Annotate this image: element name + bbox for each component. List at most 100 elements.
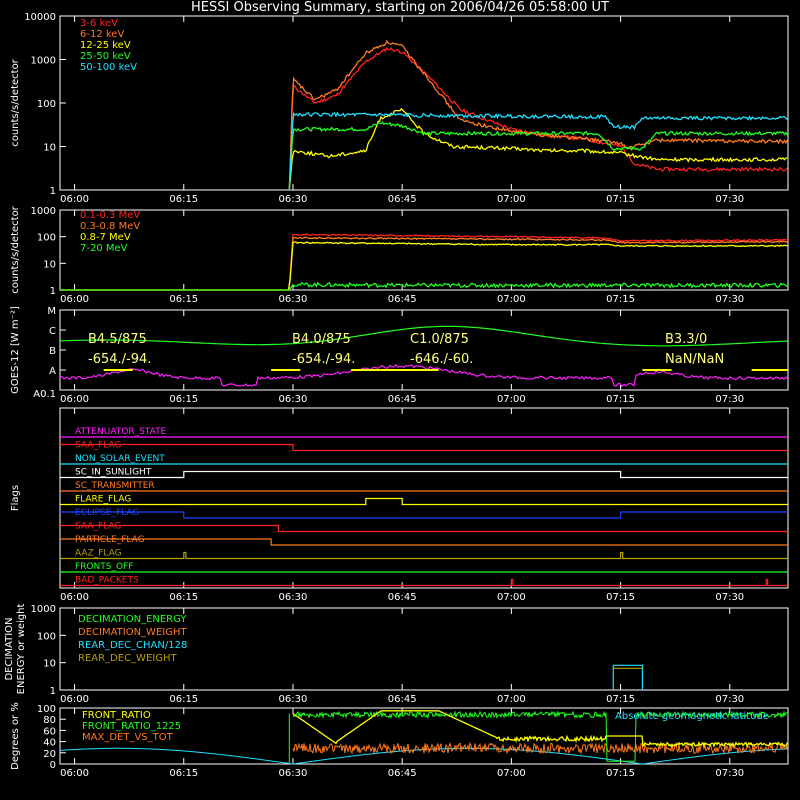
- panel-5-frame: [59, 707, 789, 765]
- panel-5-xtick-label: 07:30: [715, 768, 744, 779]
- flag-label-9: AAZ_FLAG: [75, 549, 122, 559]
- panel-1-xtick-label: 06:30: [279, 294, 308, 305]
- panel-0-xtick-label: 06:45: [388, 194, 417, 205]
- panel-1-ytick-label: 10: [43, 259, 56, 270]
- flag-label-6: ECLIPSE_FLAG: [75, 508, 139, 518]
- panel-5-ytick-label: 20: [43, 749, 56, 760]
- goes-annotation-1: -654./-94.: [88, 352, 151, 367]
- goes-long-curve: [59, 325, 788, 347]
- geomagnetic-latitude-label: Absolute geomagnetic latitude: [615, 711, 769, 722]
- panel-2-xtick-label: 07:15: [606, 394, 635, 405]
- panel-0-ytick-label: 100: [37, 99, 56, 110]
- panel-2-ytick-label: C: [49, 326, 56, 337]
- panel-0-legend-4: 50-100 keV: [80, 62, 137, 73]
- flag-line-6: [60, 511, 788, 519]
- panel-4-xtick-label: 07:15: [606, 694, 635, 705]
- panel-5-ytick-label: 40: [43, 738, 56, 749]
- panel-5-legend-1: FRONT_RATIO_1225: [82, 721, 181, 732]
- panel-0-legend-1: 6-12 keV: [80, 29, 124, 40]
- panel-3-xtick-label: 07:30: [715, 592, 744, 603]
- panel-1-legend-2: 0.8-7 MeV: [80, 232, 131, 243]
- panel-0-frame: [59, 15, 789, 191]
- panel-2-ytick-label: A: [49, 366, 56, 377]
- panel-1-ytick-label: 100: [37, 233, 56, 244]
- panel-3-xtick-label: 06:45: [388, 592, 417, 603]
- panel-4-legend-0: DECIMATION_ENERGY: [78, 614, 187, 625]
- flag-label-1: SAA_FLAG: [75, 441, 121, 451]
- panel-0-series-1: [288, 39, 788, 191]
- panel-4-ytick-label: 10: [43, 659, 56, 670]
- panel-0-xtick-label: 07:15: [606, 194, 635, 205]
- panel-0-legend-0: 3-6 keV: [80, 18, 118, 29]
- goes-annotation-4: C1.0/875: [410, 332, 469, 347]
- chart-title: HESSI Observing Summary, starting on 200…: [191, 0, 609, 15]
- panel-4-legend-3: REAR_DEC_WEIGHT: [78, 653, 177, 664]
- flag-line-7: [60, 524, 788, 533]
- panel-5-legend-2: MAX_DET_VS_TOT: [82, 732, 174, 743]
- flag-label-3: SC_IN_SUNLIGHT: [75, 468, 152, 478]
- panel-4-xtick-label: 06:30: [279, 694, 308, 705]
- panel-2-frame: [59, 309, 789, 391]
- panel-4-legend-2: REAR_DEC_CHAN/128: [78, 640, 187, 651]
- panel-4-ytick-label: 1000: [31, 604, 56, 615]
- panel-0-legend-3: 25-50 keV: [80, 51, 131, 62]
- panel-2-ytick-label: B: [49, 346, 56, 357]
- panel-0-series-4: [288, 111, 788, 191]
- panel-0-ytick-label: 10000: [24, 12, 56, 23]
- panel-5-ytick-label: 0: [50, 760, 56, 771]
- panel-2-xtick-label: 07:00: [497, 394, 526, 405]
- flag-line-11: [60, 578, 788, 587]
- panel-4-ylabel-line2: ENERGY or weight: [16, 604, 27, 695]
- panel-4-legend-1: DECIMATION_WEIGHT: [78, 627, 187, 638]
- panel-5-xtick-label: 06:45: [388, 768, 417, 779]
- panel-5-ytick-label: 60: [43, 726, 56, 737]
- panel-0-xtick-label: 06:30: [279, 194, 308, 205]
- panel-2-xtick-label: 06:45: [388, 394, 417, 405]
- panel-1-series-1: [60, 236, 789, 291]
- panel-5-legend-0: FRONT_RATIO: [82, 710, 151, 721]
- panel-3-ylabel: Flags: [10, 485, 21, 511]
- panel-2-xtick-label: 06:00: [60, 394, 89, 405]
- flag-line-5: [60, 497, 788, 506]
- panel-1-ytick-label: 1: [50, 286, 56, 297]
- panel-4-xtick-label: 07:30: [715, 694, 744, 705]
- goes-annotation-2: B4.0/875: [292, 332, 351, 347]
- panel-4-frame: [59, 607, 789, 691]
- goes-annotation-3: -654./-94.: [292, 352, 355, 367]
- panel-1-xtick-label: 07:15: [606, 294, 635, 305]
- panel-0-ytick-label: 10: [43, 143, 56, 154]
- flag-label-11: BAD_PACKETS: [75, 576, 139, 586]
- flag-label-4: SC_TRANSMITTER: [75, 481, 155, 491]
- panel-3-xtick-label: 06:30: [279, 592, 308, 603]
- goes-annotation-7: NaN/NaN: [665, 352, 724, 367]
- goes-annotation-5: -646./-60.: [410, 352, 473, 367]
- panel-4-xtick-label: 07:00: [497, 694, 526, 705]
- panel-1-legend-3: 7-20 MeV: [80, 243, 128, 254]
- front-ratio-curve: [292, 710, 789, 748]
- flag-line-9: [60, 551, 788, 560]
- max-det-vs-tot-curve: [292, 741, 789, 755]
- panel-4-ylabel-line1: DECIMATION: [4, 617, 15, 680]
- panel-0-series-2: [288, 107, 788, 191]
- panel-4-xtick-label: 06:00: [60, 694, 89, 705]
- flag-label-0: ATTENUATOR_STATE: [75, 427, 167, 437]
- flag-label-10: FRONTS_OFF: [75, 562, 133, 572]
- panel-5-ytick-label: 100: [37, 704, 56, 715]
- panel-5-xtick-label: 07:15: [606, 768, 635, 779]
- panel-3-xtick-label: 07:15: [606, 592, 635, 603]
- panel-3-xtick-label: 06:15: [169, 592, 198, 603]
- panel-0-series-3: [288, 121, 788, 191]
- panel-5-xtick-label: 06:15: [169, 768, 198, 779]
- flag-line-3: [60, 470, 788, 479]
- panel-0-xtick-label: 07:00: [497, 194, 526, 205]
- flag-label-8: PARTICLE_FLAG: [75, 535, 145, 545]
- panel-3-xtick-label: 06:00: [60, 592, 89, 603]
- panel-1-legend-1: 0.3-0.8 MeV: [80, 221, 140, 232]
- panel-2-ytick-label: M: [47, 306, 56, 317]
- panel-3-frame: [59, 407, 789, 589]
- panel-1-xtick-label: 07:00: [497, 294, 526, 305]
- panel-5-xtick-label: 07:00: [497, 768, 526, 779]
- panel-2-xtick-label: 06:30: [279, 394, 308, 405]
- flag-label-7: SAA_FLAG: [75, 522, 121, 532]
